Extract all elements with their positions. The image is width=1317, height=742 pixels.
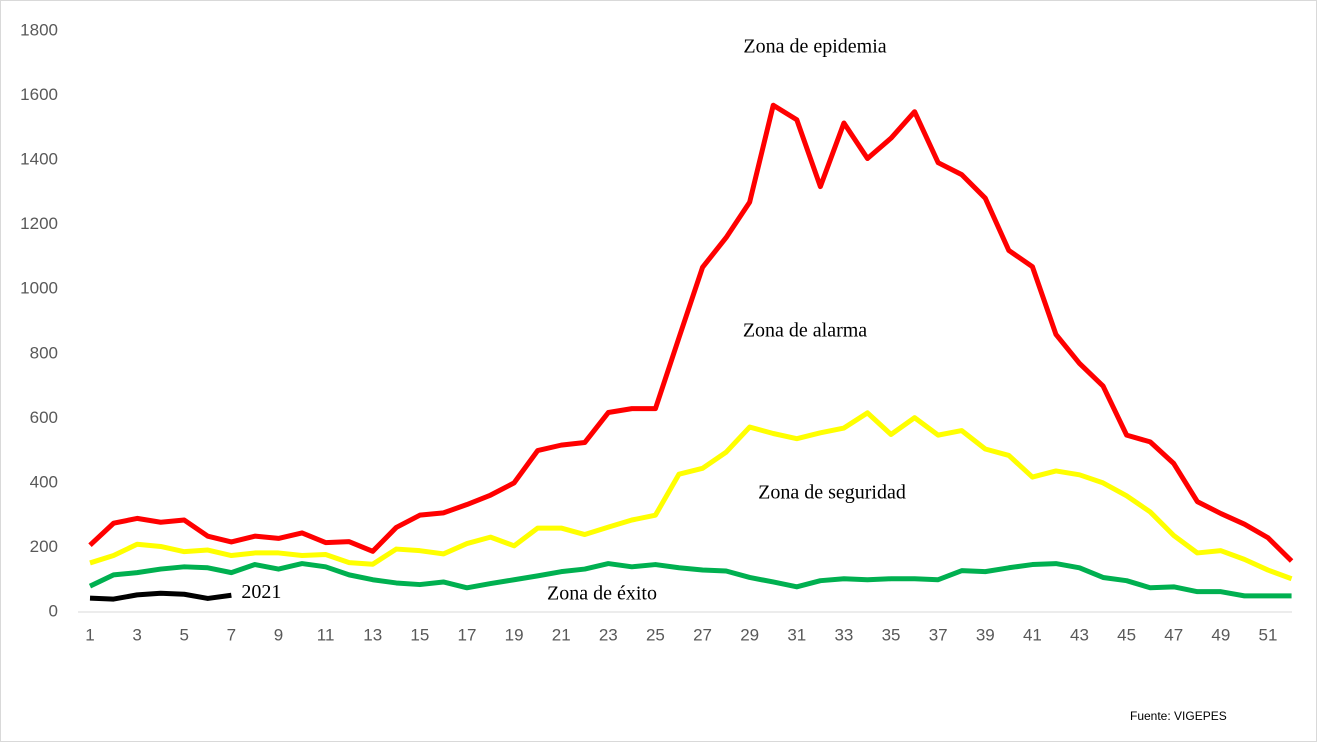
x-tick-label: 25 [646,625,665,644]
y-tick-label: 1800 [20,20,58,39]
source: Fuente: VIGEPES [1130,709,1227,723]
x-tick-label: 49 [1211,625,1230,644]
x-tick-label: 17 [457,625,476,644]
x-tick-label: 15 [410,625,429,644]
x-tick-label: 35 [882,625,901,644]
series-line [89,410,1293,582]
x-tick-label: 39 [976,625,995,644]
annotation: Zona de epidemia [743,36,886,58]
x-tick-label: 13 [363,625,382,644]
x-tick-label: 3 [132,625,141,644]
x-tick-label: 5 [180,625,189,644]
annotation: Zona de alarma [743,320,867,342]
x-tick-label: 21 [552,625,571,644]
y-tick-label: 1600 [20,85,58,104]
x-tick-label: 7 [227,625,236,644]
x-tick-label: 47 [1164,625,1183,644]
y-tick-label: 800 [30,343,58,362]
x-tick-label: 23 [599,625,618,644]
x-tick-label: 19 [505,625,524,644]
y-tick-label: 1400 [20,150,58,169]
x-tick-label: 1 [85,625,94,644]
x-tick-label: 37 [929,625,948,644]
y-tick-label: 400 [30,472,58,491]
x-tick-label: 29 [740,625,759,644]
annotation: Zona de éxito [547,583,657,605]
y-tick-label: 1200 [20,214,58,233]
x-tick-label: 51 [1259,625,1278,644]
y-tick-label: 0 [49,601,58,620]
y-tick-label: 600 [30,408,58,427]
x-tick-label: 9 [274,625,283,644]
series-label: 2021 [241,581,281,603]
annotation: Zona de seguridad [758,482,906,504]
x-tick-label: 41 [1023,625,1042,644]
x-tick-label: 33 [834,625,853,644]
series-line [89,590,232,602]
y-tick-label: 1000 [20,279,58,298]
x-tick-label: 31 [787,625,806,644]
x-tick-label: 11 [317,625,335,644]
series-line [88,561,1292,599]
series-line [88,102,1294,563]
x-tick-label: 45 [1117,625,1136,644]
x-tick-label: 27 [693,625,712,644]
y-tick-label: 200 [30,537,58,556]
x-tick-label: 43 [1070,625,1089,644]
